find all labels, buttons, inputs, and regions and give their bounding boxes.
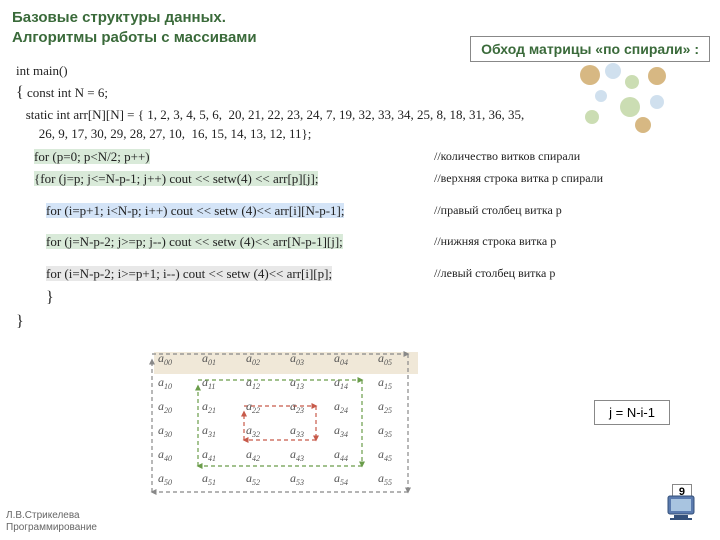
svg-text:a23: a23 <box>290 399 304 415</box>
svg-text:a22: a22 <box>246 399 260 415</box>
svg-text:a43: a43 <box>290 447 304 463</box>
code-l3: static int arr[N][N] = { 1, 2, 3, 4, 5, … <box>16 105 704 125</box>
code-l6: {for (j=p; j<=N-p-1; j++) cout << setw(4… <box>34 171 318 186</box>
svg-text:a13: a13 <box>290 375 304 391</box>
svg-text:a44: a44 <box>334 447 348 463</box>
svg-text:a51: a51 <box>202 471 216 487</box>
svg-text:a34: a34 <box>334 423 348 439</box>
matrix-diagram: a00a01a02a03a04a05a10a11a12a13a14a15a20a… <box>140 348 440 518</box>
svg-text:a30: a30 <box>158 423 172 439</box>
svg-text:a15: a15 <box>378 375 392 391</box>
comment-1: //количество витков спирали <box>426 147 704 165</box>
svg-text:a41: a41 <box>202 447 216 463</box>
title-line-1: Базовые структуры данных. <box>12 8 708 28</box>
header: Базовые структуры данных. Алгоритмы рабо… <box>0 0 720 51</box>
subtitle: Обход матрицы «по спирали» : <box>470 36 710 62</box>
svg-text:a31: a31 <box>202 423 216 439</box>
svg-text:a25: a25 <box>378 399 392 415</box>
svg-text:a52: a52 <box>246 471 260 487</box>
code-l2-text: const int N = 6; <box>24 85 108 100</box>
open-brace: { <box>16 84 24 101</box>
svg-text:a32: a32 <box>246 423 260 439</box>
svg-text:a45: a45 <box>378 447 392 463</box>
svg-text:a12: a12 <box>246 375 260 391</box>
close-inner: } <box>16 286 704 310</box>
svg-text:a42: a42 <box>246 447 260 463</box>
code-l1: int main() <box>16 61 704 81</box>
svg-text:a10: a10 <box>158 375 172 391</box>
svg-text:a14: a14 <box>334 375 348 391</box>
code-l2: { const int N = 6; <box>16 81 704 105</box>
svg-text:a40: a40 <box>158 447 172 463</box>
computer-icon <box>666 492 700 522</box>
author-l2: Программирование <box>6 522 97 534</box>
svg-text:a20: a20 <box>158 399 172 415</box>
formula: j = N-i-1 <box>594 400 670 425</box>
svg-text:a54: a54 <box>334 471 348 487</box>
svg-text:a11: a11 <box>202 375 215 391</box>
comment-3: //правый столбец витка p <box>426 201 704 219</box>
comment-4: //нижняя строка витка p <box>426 232 704 250</box>
close-outer: } <box>16 310 704 334</box>
code-l7: for (i=p+1; i<N-p; i++) cout << setw (4)… <box>46 203 344 218</box>
svg-text:a21: a21 <box>202 399 216 415</box>
code-l9: for (i=N-p-2; i>=p+1; i--) cout << setw … <box>46 266 332 281</box>
comment-5: //левый столбец витка p <box>426 264 704 282</box>
code-content: int main() { const int N = 6; static int… <box>0 51 720 334</box>
code-l4: 26, 9, 17, 30, 29, 28, 27, 10, 16, 15, 1… <box>16 124 704 144</box>
author-l1: Л.В.Стрикелева <box>6 510 97 522</box>
svg-text:a53: a53 <box>290 471 304 487</box>
footer-author: Л.В.Стрикелева Программирование <box>6 510 97 534</box>
svg-text:a35: a35 <box>378 423 392 439</box>
svg-text:a50: a50 <box>158 471 172 487</box>
svg-text:a55: a55 <box>378 471 392 487</box>
code-l8: for (j=N-p-2; j>=p; j--) cout << setw (4… <box>46 234 343 249</box>
svg-text:a24: a24 <box>334 399 348 415</box>
svg-text:a33: a33 <box>290 423 304 439</box>
code-l5: for (p=0; p<N/2; p++) <box>34 149 150 164</box>
comment-2: //верхняя строка витка p спирали <box>426 169 704 187</box>
